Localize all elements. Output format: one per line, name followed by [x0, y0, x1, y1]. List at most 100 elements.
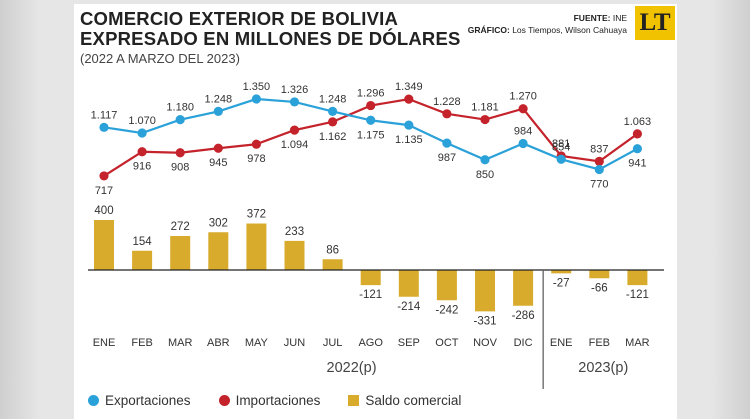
imports-label-9: 1.349: [395, 81, 423, 93]
imports-point-9: [404, 94, 414, 104]
exports-point-6: [289, 97, 300, 107]
month-label-9: SEP: [398, 337, 420, 349]
chart-title: COMERCIO EXTERIOR DE BOLIVIA EXPRESADO E…: [80, 9, 461, 49]
imports-label-8: 1.296: [357, 88, 385, 100]
exports-point-13: [556, 154, 566, 164]
exports-label-4: 1.248: [205, 93, 233, 105]
imports-label-6: 1.094: [281, 139, 309, 151]
balance-label-7: 86: [326, 244, 339, 256]
imports-point-4: [213, 143, 223, 153]
balance-label-11: -331: [473, 315, 496, 327]
imports-label-4: 945: [209, 157, 227, 169]
month-label-6: JUN: [284, 337, 305, 349]
year-label-1: 2022(p): [327, 360, 377, 376]
imports-label-1: 717: [95, 185, 113, 197]
exports-point-1: [99, 122, 109, 132]
imports-point-14: [594, 156, 604, 166]
balance-bar-11: [475, 270, 495, 312]
balance-label-15: -121: [626, 289, 649, 301]
chart-subtitle: (2022 A MARZO DEL 2023): [80, 51, 240, 66]
exports-point-3: [175, 115, 185, 125]
imports-label-14: 837: [590, 143, 608, 155]
exports-point-11: [480, 155, 490, 165]
exports-label-9: 1.135: [395, 134, 423, 146]
source-label: FUENTE:: [573, 13, 611, 23]
balance-label-5: 372: [247, 209, 266, 221]
imports-point-7: [328, 117, 338, 127]
legend-item-balance: Saldo comercial: [348, 393, 461, 408]
balance-bar-6: [284, 240, 305, 270]
exports-point-10: [442, 138, 452, 148]
legend-balance-swatch: [348, 395, 360, 406]
balance-bar-9: [398, 270, 419, 297]
imports-label-7: 1.162: [319, 131, 347, 143]
exports-label-3: 1.180: [166, 102, 194, 114]
legend-exports-label: Exportaciones: [105, 393, 191, 408]
exports-label-2: 1.070: [128, 115, 156, 127]
legend-imports-label: Importaciones: [235, 393, 321, 408]
imports-point-10: [442, 109, 452, 119]
balance-bar-15: [627, 270, 648, 286]
balance-bar-1: [94, 220, 114, 270]
imports-point-2: [137, 147, 147, 157]
exports-point-12: [518, 138, 528, 149]
balance-bar-4: [208, 232, 229, 270]
balance-bar-7: [322, 259, 343, 270]
imports-label-11: 1.181: [471, 102, 499, 114]
balance-bar-12: [513, 270, 534, 306]
month-label-11: NOV: [473, 337, 498, 349]
month-label-15: MAR: [625, 337, 650, 349]
exports-label-5: 1.350: [243, 81, 271, 93]
legend-balance-label: Saldo comercial: [365, 393, 462, 408]
exports-point-14: [594, 164, 604, 175]
balance-label-3: 272: [171, 221, 190, 233]
imports-point-1: [99, 171, 109, 181]
imports-label-3: 908: [171, 162, 189, 174]
exports-label-13: 854: [552, 141, 570, 153]
balance-label-12: -286: [512, 310, 535, 322]
exports-label-15: 941: [628, 158, 646, 170]
imports-label-12: 1.270: [509, 91, 537, 103]
year-label-2: 2023(p): [578, 360, 628, 376]
balance-label-1: 400: [94, 205, 113, 217]
graphic-value: Los Tiempos, Wilson Cahuaya: [512, 25, 627, 35]
balance-bar-13: [551, 270, 572, 274]
exports-label-6: 1.326: [281, 84, 309, 96]
imports-point-11: [480, 114, 490, 125]
title-line-1: COMERCIO EXTERIOR DE BOLIVIA: [80, 8, 399, 29]
balance-label-4: 302: [209, 217, 228, 229]
imports-point-6: [289, 125, 300, 135]
source-value: INE: [612, 13, 627, 23]
exports-point-15: [632, 144, 643, 154]
month-label-4: ABR: [207, 337, 230, 349]
balance-bar-14: [589, 270, 610, 279]
month-label-1: ENE: [93, 337, 116, 349]
exports-label-8: 1.175: [357, 129, 385, 141]
balance-bar-5: [246, 223, 267, 270]
exports-point-8: [366, 115, 376, 125]
imports-label-15: 1.063: [624, 116, 652, 128]
month-label-2: FEB: [131, 337, 152, 349]
exports-point-9: [404, 120, 414, 130]
month-label-3: MAR: [168, 337, 193, 349]
month-label-5: MAY: [245, 337, 269, 349]
balance-label-6: 233: [285, 226, 304, 238]
los-tiempos-logo: LT: [635, 6, 675, 40]
credits: FUENTE: INE GRÁFICO: Los Tiempos, Wilson…: [468, 12, 627, 36]
imports-point-5: [251, 139, 261, 149]
imports-point-15: [632, 129, 643, 139]
month-label-8: AGO: [358, 337, 383, 349]
balance-label-8: -121: [359, 289, 382, 301]
month-label-13: ENE: [550, 337, 573, 349]
balance-bar-3: [170, 236, 191, 270]
imports-label-2: 916: [133, 161, 151, 173]
balance-label-13: -27: [553, 277, 570, 289]
exports-point-4: [213, 106, 223, 116]
graphic-label: GRÁFICO:: [467, 25, 510, 35]
imports-label-10: 1.228: [433, 96, 461, 108]
legend-item-exports: Exportaciones: [88, 393, 191, 408]
exports-point-2: [137, 128, 147, 138]
balance-label-2: 154: [133, 236, 153, 248]
exports-label-14: 770: [590, 178, 608, 190]
exports-label-12: 984: [514, 125, 532, 137]
